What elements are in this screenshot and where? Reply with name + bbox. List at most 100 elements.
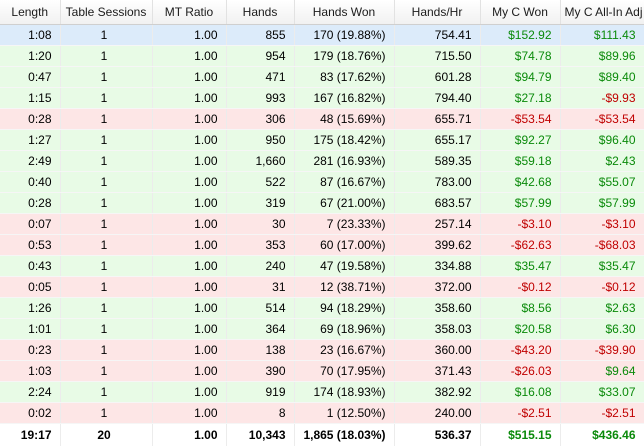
cell-hands-per-hour: 334.88 <box>394 256 480 277</box>
cell-table-sessions: 1 <box>60 319 152 340</box>
cell-length: 0:43 <box>0 256 60 277</box>
cell-hands-per-hour: 358.60 <box>394 298 480 319</box>
cell-hands-won: 167 (16.82%) <box>294 88 394 109</box>
cell-mt-ratio: 1.00 <box>152 25 226 46</box>
cell-hands-per-hour: 399.62 <box>394 235 480 256</box>
cell-length: 1:01 <box>0 319 60 340</box>
cell-table-sessions: 1 <box>60 403 152 424</box>
cell-my-c-won: -$2.51 <box>480 403 560 424</box>
cell-my-c-allin-adj: -$0.12 <box>560 277 644 298</box>
cell-length: 0:40 <box>0 172 60 193</box>
cell-length: 1:27 <box>0 130 60 151</box>
cell-mt-ratio: 1.00 <box>152 298 226 319</box>
cell-mt-ratio: 1.00 <box>152 256 226 277</box>
cell-my-c-allin-adj: $55.07 <box>560 172 644 193</box>
cell-hands-won: 23 (16.67%) <box>294 340 394 361</box>
cell-mt-ratio: 1.00 <box>152 172 226 193</box>
cell-length: 0:53 <box>0 235 60 256</box>
cell-hands-won: 94 (18.29%) <box>294 298 394 319</box>
cell-my-c-allin-adj: -$68.03 <box>560 235 644 256</box>
column-header-hands-per-hour[interactable]: Hands/Hr <box>394 0 480 25</box>
cell-my-c-won: $92.27 <box>480 130 560 151</box>
total-hands: 10,343 <box>226 424 294 446</box>
cell-my-c-allin-adj: -$9.93 <box>560 88 644 109</box>
cell-my-c-allin-adj: $111.43 <box>560 25 644 46</box>
column-header-my-c-won[interactable]: My C Won <box>480 0 560 25</box>
cell-mt-ratio: 1.00 <box>152 403 226 424</box>
cell-hands-won: 83 (17.62%) <box>294 67 394 88</box>
cell-hands-per-hour: 371.43 <box>394 361 480 382</box>
cell-my-c-won: $27.18 <box>480 88 560 109</box>
cell-my-c-allin-adj: $96.40 <box>560 130 644 151</box>
cell-length: 2:49 <box>0 151 60 172</box>
cell-hands: 1,660 <box>226 151 294 172</box>
cell-my-c-won: $8.56 <box>480 298 560 319</box>
column-header-hands[interactable]: Hands <box>226 0 294 25</box>
cell-hands: 522 <box>226 172 294 193</box>
cell-table-sessions: 1 <box>60 172 152 193</box>
cell-hands-won: 7 (23.33%) <box>294 214 394 235</box>
cell-my-c-won: $16.08 <box>480 382 560 403</box>
cell-hands-per-hour: 240.00 <box>394 403 480 424</box>
cell-hands: 353 <box>226 235 294 256</box>
column-header-length[interactable]: Length <box>0 0 60 25</box>
cell-hands: 319 <box>226 193 294 214</box>
cell-hands-per-hour: 783.00 <box>394 172 480 193</box>
cell-hands-per-hour: 372.00 <box>394 277 480 298</box>
cell-length: 1:15 <box>0 88 60 109</box>
cell-table-sessions: 1 <box>60 67 152 88</box>
column-header-my-c-allin-adj[interactable]: My C All-In Adj <box>560 0 644 25</box>
cell-hands-won: 60 (17.00%) <box>294 235 394 256</box>
column-header-mt-ratio[interactable]: MT Ratio <box>152 0 226 25</box>
cell-mt-ratio: 1.00 <box>152 235 226 256</box>
cell-table-sessions: 1 <box>60 235 152 256</box>
column-header-table-sessions[interactable]: Table Sessions <box>60 0 152 25</box>
cell-length: 1:20 <box>0 46 60 67</box>
total-length: 19:17 <box>0 424 60 446</box>
cell-hands: 306 <box>226 109 294 130</box>
cell-my-c-won: $152.92 <box>480 25 560 46</box>
cell-table-sessions: 1 <box>60 130 152 151</box>
cell-my-c-allin-adj: -$3.10 <box>560 214 644 235</box>
cell-hands-won: 179 (18.76%) <box>294 46 394 67</box>
cell-my-c-allin-adj: $9.64 <box>560 361 644 382</box>
cell-hands: 993 <box>226 88 294 109</box>
total-mt-ratio: 1.00 <box>152 424 226 446</box>
cell-hands-per-hour: 794.40 <box>394 88 480 109</box>
cell-my-c-allin-adj: $2.43 <box>560 151 644 172</box>
cell-hands-per-hour: 754.41 <box>394 25 480 46</box>
cell-my-c-won: $57.99 <box>480 193 560 214</box>
column-header-hands-won[interactable]: Hands Won <box>294 0 394 25</box>
cell-mt-ratio: 1.00 <box>152 67 226 88</box>
header-row: Length Table Sessions MT Ratio Hands Han… <box>0 0 644 25</box>
cell-mt-ratio: 1.00 <box>152 361 226 382</box>
cell-my-c-won: $59.18 <box>480 151 560 172</box>
cell-length: 0:28 <box>0 193 60 214</box>
cell-hands-won: 174 (18.93%) <box>294 382 394 403</box>
cell-my-c-allin-adj: $35.47 <box>560 256 644 277</box>
cell-hands: 950 <box>226 130 294 151</box>
cell-my-c-won: $74.78 <box>480 46 560 67</box>
cell-hands-won: 70 (17.95%) <box>294 361 394 382</box>
cell-my-c-won: -$62.63 <box>480 235 560 256</box>
cell-mt-ratio: 1.00 <box>152 193 226 214</box>
